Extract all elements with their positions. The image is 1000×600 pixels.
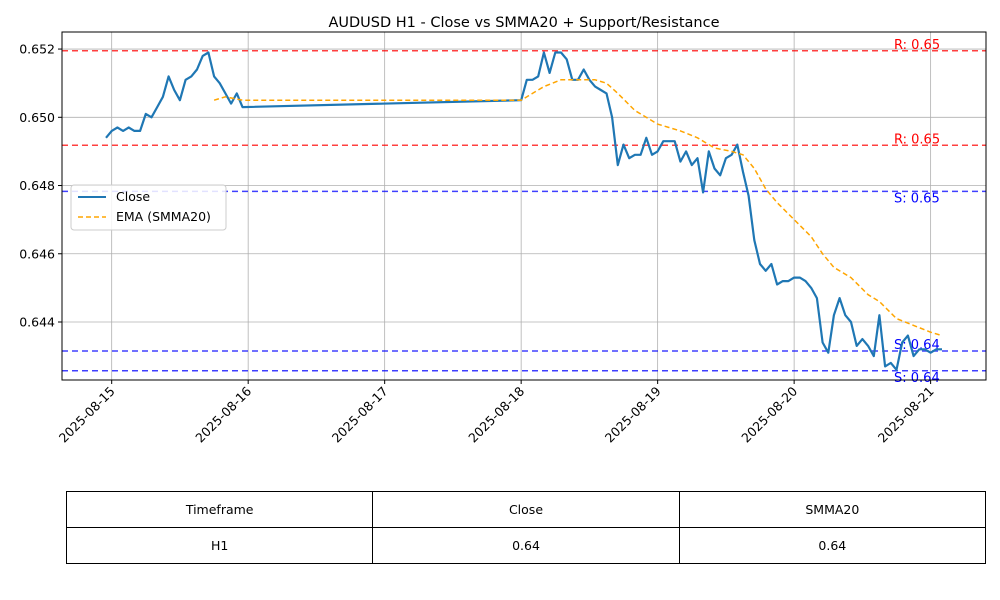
resistance-label: R: 0.65 (894, 132, 940, 147)
y-tick-label: 0.644 (19, 315, 55, 330)
table-header-timeframe: Timeframe (65, 491, 374, 528)
chart-title: AUDUSD H1 - Close vs SMMA20 + Support/Re… (328, 15, 719, 31)
support-label: S: 0.65 (894, 191, 940, 206)
summary-table: Timeframe Close SMMA20 H1 0.64 0.64 (65, 491, 987, 564)
support-label: S: 0.64 (894, 371, 940, 386)
resistance-label: R: 0.65 (894, 38, 940, 53)
y-tick-label: 0.650 (19, 110, 55, 125)
table-row: H1 0.64 0.64 (65, 527, 987, 564)
x-tick-label: 2025-08-20 (738, 383, 800, 445)
legend-label-ema: EMA (SMMA20) (116, 209, 211, 224)
series-lines (105, 51, 943, 371)
close-line (105, 51, 942, 371)
x-tick-label: 2025-08-17 (329, 384, 391, 446)
plot-frame (61, 31, 987, 381)
table-cell-timeframe: H1 (65, 527, 374, 564)
x-tick-label: 2025-08-16 (192, 383, 254, 445)
ema-smma20-line (213, 79, 943, 337)
table-header-close: Close (372, 491, 680, 528)
table-header-row: Timeframe Close SMMA20 (65, 491, 987, 528)
x-tick-label: 2025-08-18 (465, 383, 527, 445)
x-tick-label: 2025-08-15 (56, 384, 118, 446)
y-tick-label: 0.646 (19, 246, 55, 261)
y-tick-label: 0.648 (19, 178, 55, 193)
support-label: S: 0.64 (894, 338, 940, 353)
legend: Close EMA (SMMA20) (70, 184, 227, 231)
y-axis: 0.644 0.646 0.648 0.650 0.652 (19, 42, 62, 330)
x-tick-label: 2025-08-19 (602, 383, 664, 445)
x-axis: 2025-08-15 2025-08-16 2025-08-17 2025-08-18… (56, 380, 937, 445)
y-tick-label: 0.652 (19, 42, 55, 57)
table-header-smma20: SMMA20 (678, 491, 987, 528)
table-cell-smma20: 0.64 (678, 527, 987, 564)
table-cell-close: 0.64 (372, 527, 680, 564)
legend-label-close: Close (116, 189, 150, 204)
chart: AUDUSD H1 - Close vs SMMA20 + Support/Re… (19, 15, 987, 445)
x-tick-label: 2025-08-21 (875, 384, 937, 446)
